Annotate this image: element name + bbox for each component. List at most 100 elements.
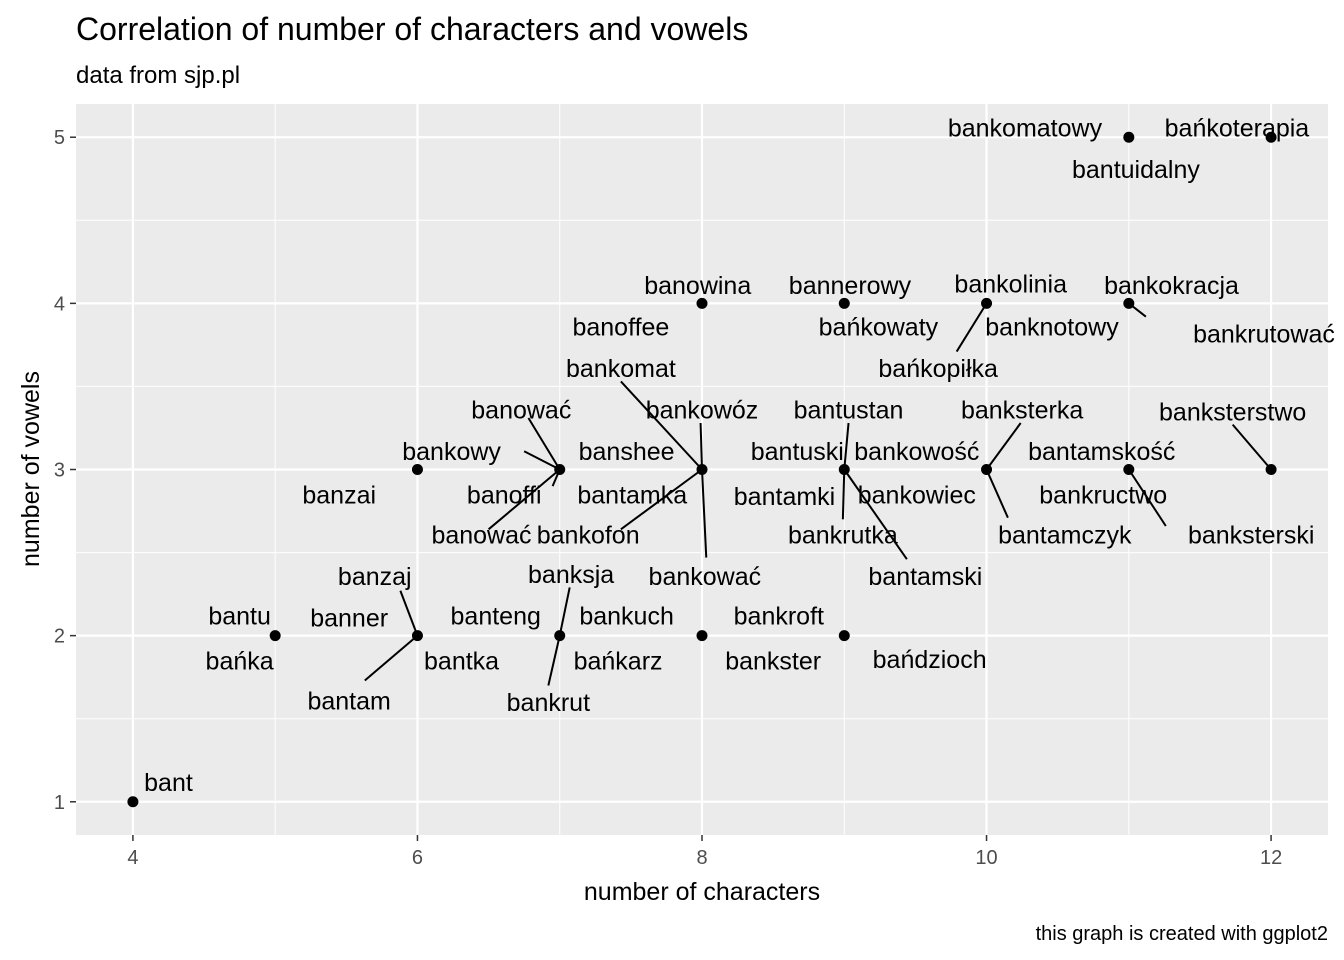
- data-point: [981, 297, 993, 309]
- point-label: banksterstwo: [1159, 398, 1306, 426]
- point-label: banksterski: [1188, 521, 1314, 549]
- point-label: bankroft: [734, 603, 824, 631]
- label-segment: [399, 590, 419, 636]
- point-label: bankuch: [579, 603, 674, 631]
- point-label: bankofon: [537, 521, 640, 549]
- data-point: [696, 464, 708, 475]
- data-point: [127, 796, 139, 808]
- y-tick-label: 4: [54, 293, 65, 315]
- point-label: bantu: [208, 603, 271, 631]
- point-label: banzai: [302, 481, 376, 509]
- label-segment: [985, 469, 1009, 519]
- point-label: banować: [471, 397, 571, 425]
- point-label: bantamski: [868, 563, 982, 591]
- point-label: bannerowy: [789, 272, 912, 300]
- point-label: bańkopiłka: [878, 355, 998, 383]
- y-axis: 1 2 3 4 5: [54, 127, 76, 814]
- point-label: bantustan: [794, 397, 904, 425]
- data-point: [1123, 297, 1135, 309]
- point-label: banteng: [451, 603, 541, 631]
- point-label: banshee: [579, 438, 675, 466]
- point-labels: bant bantu bańka banner banzaj bantka bantam ba…: [144, 114, 1335, 797]
- label-segment: [955, 302, 988, 353]
- point-label: bankokracja: [1104, 272, 1239, 300]
- point-label: bantam: [307, 687, 390, 715]
- point-label: bankrutować: [1193, 320, 1335, 348]
- label-segment: [547, 635, 561, 686]
- x-axis-title: number of characters: [584, 878, 820, 906]
- label-segment: [843, 468, 908, 560]
- label-segments: [364, 302, 1272, 686]
- point-label: bankster: [725, 648, 821, 676]
- point-label: bankowiec: [858, 481, 976, 509]
- chart-title: Correlation of number of characters and …: [76, 11, 748, 47]
- y-tick-label: 2: [54, 626, 65, 648]
- label-segment: [364, 634, 419, 682]
- data-point: [1123, 464, 1135, 475]
- chart-subtitle: data from sjp.pl: [76, 62, 240, 89]
- point-label: bańkoterapia: [1165, 114, 1310, 142]
- point-label: bankowy: [402, 438, 501, 466]
- x-axis: 4 6 8 10 12: [127, 835, 1282, 869]
- label-segment: [620, 468, 703, 531]
- data-point: [554, 464, 566, 475]
- y-tick-label: 3: [54, 460, 65, 482]
- x-tick-label: 12: [1260, 847, 1282, 869]
- label-segment: [1231, 423, 1272, 471]
- x-tick-label: 10: [975, 847, 997, 869]
- data-point: [838, 630, 850, 642]
- point-label: bankomat: [566, 355, 676, 383]
- point-label: bankować: [649, 563, 762, 591]
- point-label: banner: [310, 604, 388, 632]
- data-point: [838, 297, 850, 309]
- y-axis-title: number of vowels: [17, 371, 45, 567]
- y-tick-label: 1: [54, 792, 65, 814]
- data-point: [411, 464, 423, 475]
- label-segment: [701, 469, 708, 558]
- label-segment: [985, 422, 1022, 471]
- point-label: bantamka: [577, 481, 687, 509]
- label-segment: [1127, 468, 1167, 527]
- data-point: [1265, 464, 1277, 475]
- data-point: [981, 464, 993, 475]
- point-label: bant: [144, 769, 193, 797]
- label-segment: [620, 380, 703, 471]
- point-label: bantamczyk: [998, 521, 1132, 549]
- point-label: bańkarz: [574, 648, 663, 676]
- label-segment: [487, 468, 561, 531]
- x-tick-label: 6: [412, 847, 423, 869]
- label-segment: [699, 422, 703, 470]
- data-point: [696, 297, 708, 309]
- point-label: bankrutka: [788, 521, 898, 549]
- label-segment: [523, 450, 561, 471]
- point-label: bankowość: [854, 438, 979, 466]
- point-label: banzaj: [338, 563, 412, 591]
- point-label: bankomatowy: [948, 114, 1103, 142]
- point-label: bankolinia: [954, 270, 1067, 298]
- label-segment: [843, 422, 850, 470]
- point-label: bantuidalny: [1072, 156, 1200, 184]
- point-label: banknotowy: [985, 314, 1119, 342]
- point-label: banksja: [528, 561, 614, 589]
- data-point: [696, 630, 708, 642]
- y-tick-label: 5: [54, 127, 65, 149]
- point-label: bantamki: [734, 483, 835, 511]
- point-label: bantka: [424, 648, 499, 676]
- x-tick-label: 8: [696, 847, 707, 869]
- x-tick-label: 4: [127, 847, 138, 869]
- point-label: banoffi: [467, 481, 542, 509]
- point-label: bantamskość: [1028, 438, 1175, 466]
- point-label: bantuski: [751, 438, 844, 466]
- label-segment: [841, 469, 846, 520]
- data-point: [1123, 131, 1135, 143]
- point-label: banować: [431, 521, 531, 549]
- data-point: [554, 630, 566, 642]
- data-points: [127, 131, 1277, 808]
- chart-caption: this graph is created with ggplot2: [1036, 923, 1328, 945]
- data-point: [1265, 131, 1277, 143]
- label-segment: [527, 417, 561, 471]
- label-segment: [558, 587, 571, 636]
- point-label: bańka: [206, 648, 274, 676]
